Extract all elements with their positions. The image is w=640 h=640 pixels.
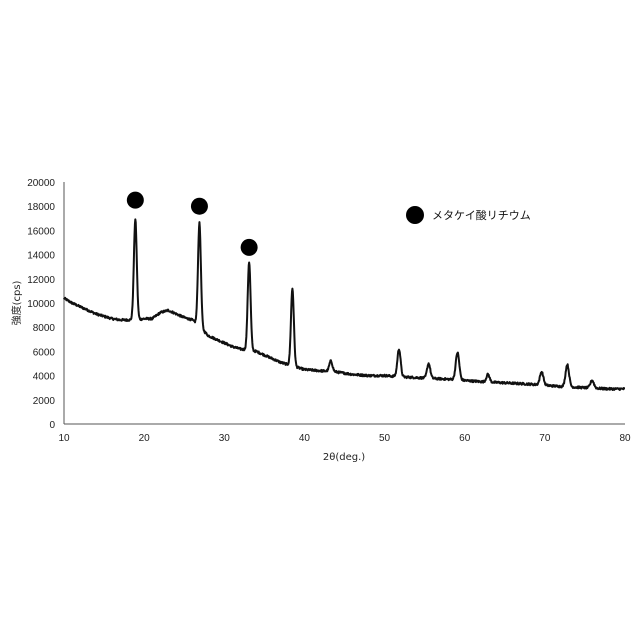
x-tick-labels: 10 20 30 40 50 60 70 80 <box>58 433 631 444</box>
peak-marker <box>241 239 258 256</box>
y-tick-label: 8000 <box>33 323 56 334</box>
y-tick-label: 2000 <box>33 396 56 407</box>
diffraction-pattern-line <box>64 219 625 390</box>
x-tick-label: 30 <box>219 433 231 444</box>
y-tick-label: 12000 <box>27 275 55 286</box>
peak-markers <box>127 192 258 256</box>
y-tick-label: 18000 <box>27 202 55 213</box>
legend-marker <box>406 206 424 224</box>
y-tick-label: 10000 <box>27 299 55 310</box>
x-tick-label: 60 <box>459 433 471 444</box>
peak-marker <box>191 198 208 215</box>
y-tick-label: 20000 <box>27 178 55 189</box>
chart-axes <box>64 182 625 424</box>
x-tick-label: 40 <box>299 433 311 444</box>
y-tick-label: 0 <box>49 420 55 431</box>
legend: メタケイ酸リチウム <box>406 206 531 224</box>
legend-label: メタケイ酸リチウム <box>432 208 531 222</box>
y-tick-label: 16000 <box>27 226 55 237</box>
x-tick-label: 70 <box>539 433 551 444</box>
y-tick-labels: 0 2000 4000 6000 8000 10000 12000 14000 16000 180… <box>27 178 55 431</box>
x-tick-label: 20 <box>139 433 151 444</box>
x-tick-label: 10 <box>58 433 70 444</box>
x-tick-label: 80 <box>619 433 631 444</box>
y-tick-label: 4000 <box>33 372 56 383</box>
peak-marker <box>127 192 144 209</box>
y-tick-label: 6000 <box>33 347 56 358</box>
y-axis-title: 強度(cps) <box>10 280 23 325</box>
y-tick-label: 14000 <box>27 251 55 262</box>
x-axis-title: 2θ(deg.) <box>323 452 365 463</box>
x-tick-label: 50 <box>379 433 391 444</box>
